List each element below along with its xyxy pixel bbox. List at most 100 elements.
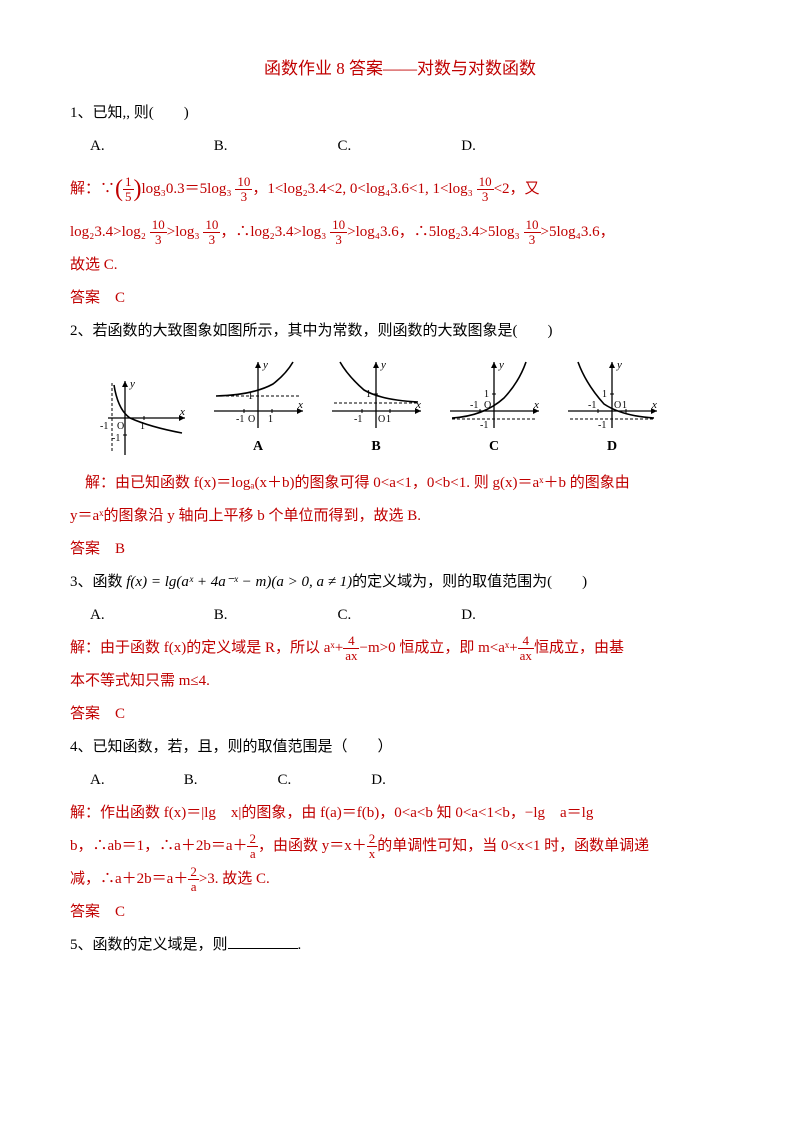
graph-option-b: x y O -1 1 1 B [326,356,426,463]
svg-text:y: y [129,378,135,390]
den: x [367,847,378,861]
q3-stem: 3、函数 f(x) = lg(aˣ + 4a⁻ˣ − m)(a > 0, a ≠… [70,566,730,599]
q4-sol3a: 减，∴a＋2b＝a＋ [70,871,188,887]
sol-prefix: 解：∵ [70,181,115,197]
den: ax [343,649,359,663]
svg-text:1: 1 [268,414,273,425]
svg-text:-1: -1 [354,414,362,425]
q3-answer: 答案 C [70,698,730,731]
num: 2 [367,832,378,847]
q4-sol2c: 的单调性可知，当 0<x<1 时，函数单调递 [377,838,649,854]
num: 4 [518,634,534,649]
q3-choice-b: B. [214,599,334,632]
frac-2-x: 2x [367,832,378,862]
frac-4-ax-a: 4ax [343,634,359,664]
svg-text:O: O [248,414,255,425]
q2-stem: 2、若函数的大致图象如图所示，其中为常数，则函数的大致图象是( ) [70,315,730,348]
svg-text:y: y [616,359,622,371]
graph-option-d: x y O -1 1 1 -1 D [562,356,662,463]
svg-text:-1: -1 [588,400,596,411]
num: 10 [150,218,167,233]
graph-option-a: x y O -1 1 1 A [208,356,308,463]
den: 5 [123,190,134,204]
svg-text:x: x [533,399,539,411]
q2-solution-line1: 解：由已知函数 f(x)＝logₐ(x＋b)的图象可得 0<a<1，0<b<1.… [70,467,730,500]
q3-solution-line2: 本不等式知只需 m≤4. [70,665,730,698]
sol-seg4: log₂3.4>log₂ [70,224,146,240]
den: a [247,847,258,861]
svg-text:1: 1 [248,391,253,402]
frac-2-a: 2a [247,832,258,862]
sol-seg7: >log₄3.6，∴5log₂3.4>5log₃ [347,224,520,240]
den: 3 [477,190,494,204]
svg-text:1: 1 [140,421,145,432]
q4-solution-line1: 解：作出函数 f(x)＝|lg x|的图象，由 f(a)＝f(b)，0<a<b … [70,797,730,830]
svg-text:O: O [117,421,124,432]
page-title: 函数作业 8 答案——对数与对数函数 [70,50,730,87]
q5-stem-a: 5、函数的定义域是，则 [70,937,228,953]
svg-text:x: x [297,399,303,411]
svg-text:-1: -1 [236,414,244,425]
q3-sol-pre: 解：由于函数 f(x)的定义域是 R，所以 aˣ+ [70,640,343,656]
q2-answer: 答案 B [70,533,730,566]
frac-10-3-b: 103 [477,175,494,205]
svg-text:-1: -1 [100,421,108,432]
frac-10-3-f: 103 [524,218,541,248]
num: 10 [524,218,541,233]
q4-choices: A. B. C. D. [90,764,730,797]
num: 10 [477,175,494,190]
q3-choice-d: D. [461,599,581,632]
q5-blank [228,933,298,949]
q1-choice-d: D. [461,130,581,163]
svg-text:x: x [651,399,657,411]
q4-sol2b: ，由函数 y＝x＋ [258,838,367,854]
q1-solution-line2: log₂3.4>log₂ 103>log₃ 103，∴log₂3.4>log₃ … [70,216,730,249]
graph-option-c: x y O -1 1 -1 C [444,356,544,463]
num: 10 [203,218,220,233]
svg-text:-1: -1 [480,420,488,430]
q4-choice-c: C. [278,764,368,797]
svg-text:1: 1 [602,389,607,400]
q3-sol-end: 恒成立，由基 [534,640,624,656]
q4-stem: 4、已知函数，若，且，则的取值范围是（ ） [70,731,730,764]
sol-seg6: ，∴log₂3.4>log₃ [220,224,326,240]
frac-10-3-d: 103 [203,218,220,248]
q1-solution-line3: 故选 C. [70,249,730,282]
frac-10-3-a: 103 [235,175,252,205]
sol-seg1: log₃0.3＝5log₃ [142,181,232,197]
svg-text:O: O [614,400,621,411]
den: 3 [524,233,541,247]
graph-given-svg: x y O -1 1 -1 [90,375,190,461]
q4-sol2a: b，∴ab＝1，∴a＋2b＝a＋ [70,838,247,854]
num: 2 [247,832,258,847]
q5-stem: 5、函数的定义域是，则. [70,929,730,962]
frac-one-fifth: 15 [115,163,142,216]
sol-seg2: ，1<log₂3.4<2, 0<log₄3.6<1, 1<log₃ [252,181,473,197]
den: 3 [235,190,252,204]
svg-text:y: y [498,359,504,371]
q4-choice-b: B. [184,764,274,797]
q4-choice-a: A. [90,764,180,797]
svg-text:O: O [484,400,491,411]
q3-formula: f(x) = lg(aˣ + 4a⁻ˣ − m)(a > 0, a ≠ 1) [126,574,352,590]
frac-10-3-c: 103 [150,218,167,248]
svg-text:1: 1 [484,389,489,400]
q5-stem-b: . [298,937,302,953]
svg-text:x: x [179,406,185,418]
q3-choice-c: C. [338,599,458,632]
q1-choices: A. B. C. D. [90,130,730,163]
q1-choice-c: C. [338,130,458,163]
q2-graphs: x y O -1 1 -1 x y O -1 1 1 A [90,356,730,463]
q1-choice-b: B. [214,130,334,163]
graph-given: x y O -1 1 -1 [90,375,190,463]
sol-seg3: <2，又 [494,181,540,197]
q1-answer: 答案 C [70,282,730,315]
q1-stem: 1、已知,, 则( ) [70,97,730,130]
sol-seg5: >log₃ [167,224,200,240]
q3-sol-mid: −m>0 恒成立，即 m<aˣ+ [359,640,517,656]
svg-text:y: y [380,359,386,371]
num: 10 [235,175,252,190]
q2-solution-line2: y＝aˣ的图象沿 y 轴向上平移 b 个单位而得到，故选 B. [70,500,730,533]
graph-c-label: C [444,432,544,463]
frac-4-ax-b: 4ax [518,634,534,664]
